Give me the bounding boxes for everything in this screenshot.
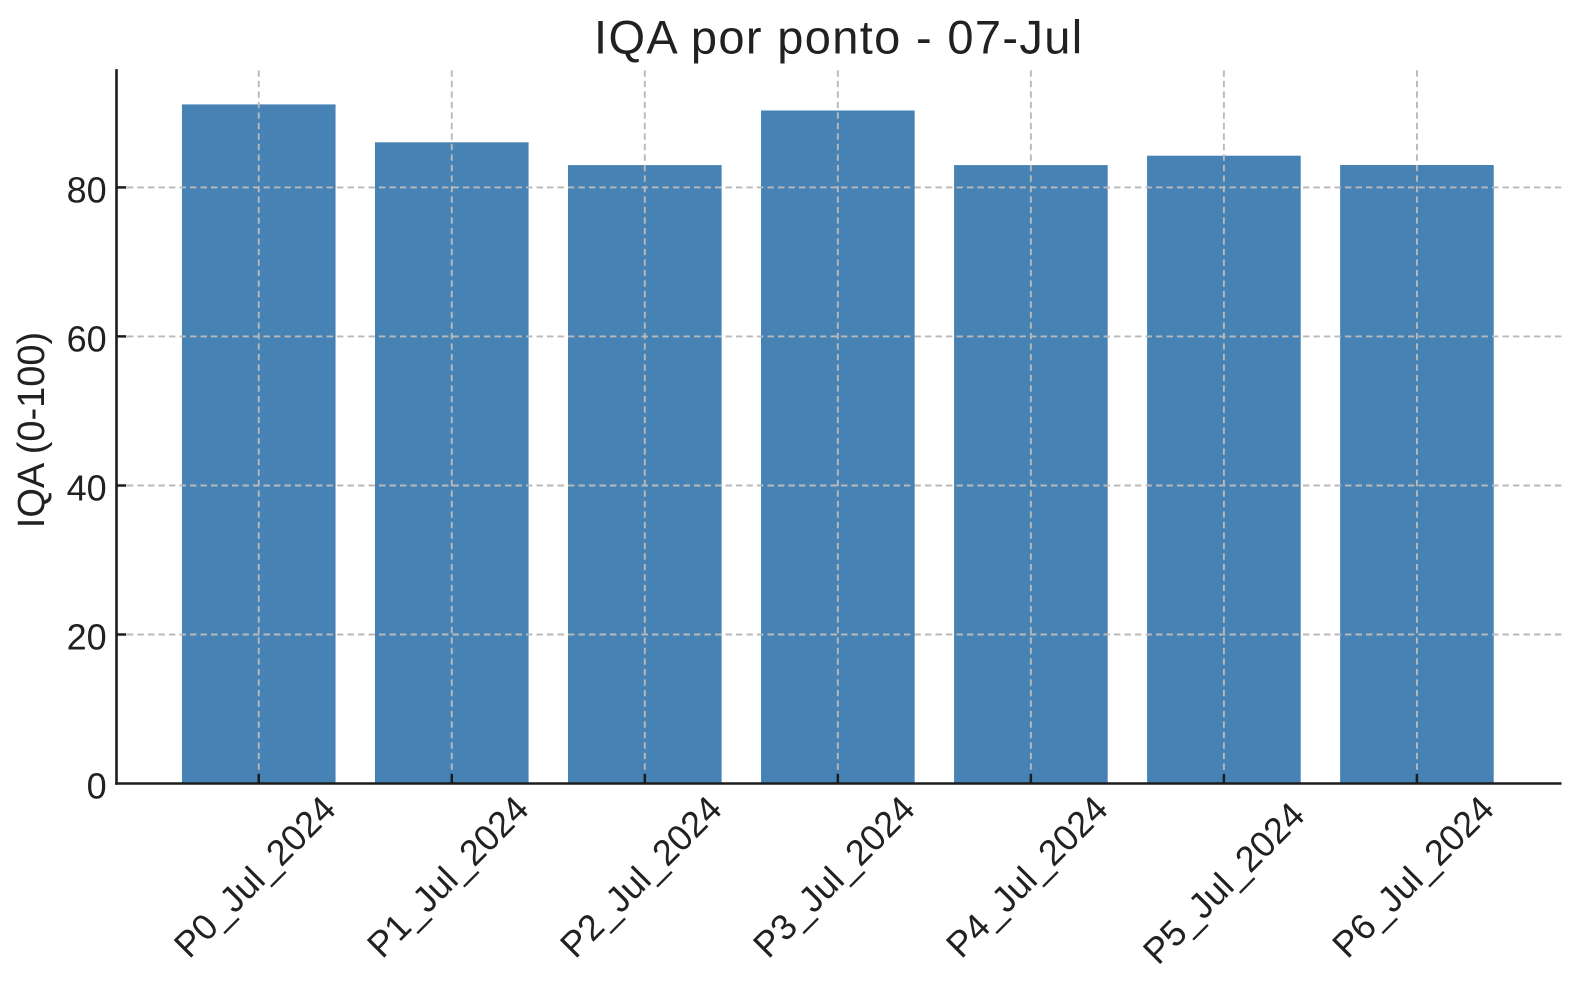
svg-text:40: 40 [67, 468, 107, 509]
svg-text:60: 60 [67, 318, 107, 359]
svg-text:IQA (0-100): IQA (0-100) [11, 332, 53, 528]
svg-text:IQA por ponto - 07-Jul: IQA por ponto - 07-Jul [594, 11, 1084, 64]
svg-text:20: 20 [67, 617, 107, 658]
svg-text:80: 80 [67, 169, 107, 210]
svg-text:0: 0 [87, 766, 107, 807]
